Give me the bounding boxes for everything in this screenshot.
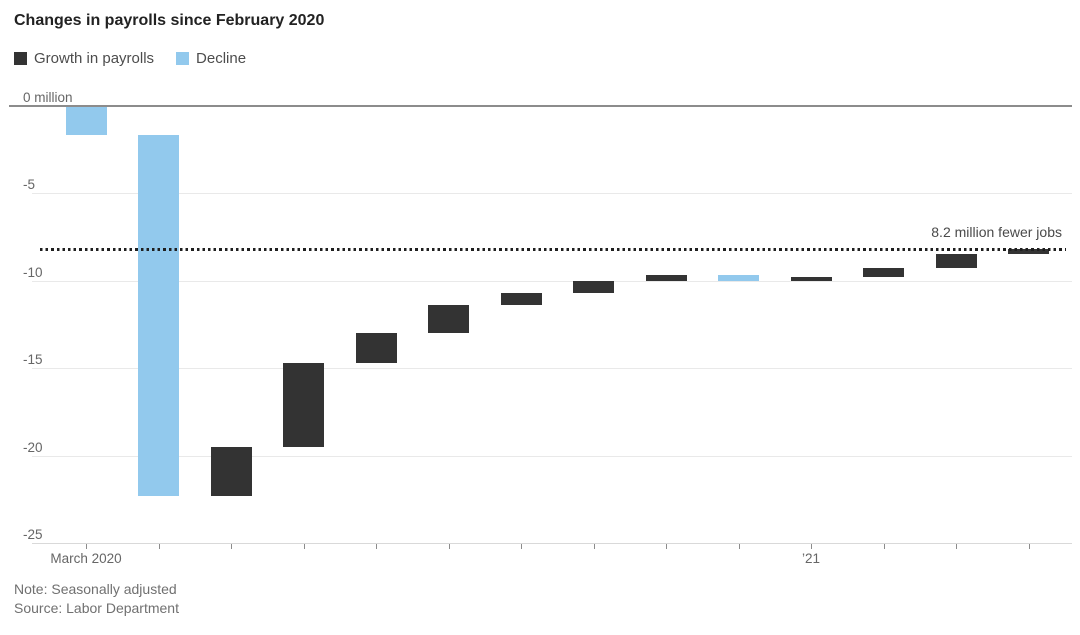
- x-axis-tick: [521, 544, 522, 549]
- x-axis-tick: [956, 544, 957, 549]
- chart-title: Changes in payrolls since February 2020: [14, 12, 325, 29]
- y-axis-label: -15: [23, 352, 43, 367]
- x-axis-tick: [883, 544, 885, 549]
- bar-jan-2021: [790, 277, 832, 281]
- chart-source: Source: Labor Department: [14, 600, 179, 616]
- x-axis-label: March 2020: [50, 551, 122, 566]
- x-axis-label: ’21: [801, 551, 820, 566]
- y-axis-label: -20: [23, 439, 43, 455]
- bar-may-2020: [210, 446, 252, 496]
- y-axis-label: -5: [23, 177, 36, 192]
- x-axis-tick: [666, 544, 667, 549]
- x-axis-tick: [86, 544, 87, 549]
- bar-apr-2021: [1008, 249, 1049, 255]
- bar-mar-2020: [65, 105, 107, 136]
- y-axis-label: 0 million: [23, 89, 73, 105]
- legend-growth-label: Growth in payrolls: [34, 50, 155, 67]
- bar-nov-2020: [645, 275, 687, 281]
- y-axis-label: -10: [23, 264, 43, 280]
- x-axis-tick: [448, 544, 450, 549]
- bar-oct-2020: [573, 280, 614, 293]
- bar-aug-2020: [428, 305, 469, 333]
- bar-apr-2020: [138, 135, 179, 496]
- x-axis-tick: [811, 544, 812, 549]
- bar-jun-2020: [283, 362, 324, 447]
- x-axis-tick: [738, 544, 740, 549]
- x-axis-tick: [158, 544, 160, 549]
- bar-feb-2021: [863, 268, 904, 277]
- x-axis-tick: [231, 544, 232, 549]
- bar-dec-2020: [718, 275, 759, 281]
- legend-growth-swatch-icon: [14, 52, 27, 65]
- x-axis-tick: [376, 544, 377, 549]
- zero-baseline: [9, 104, 1072, 107]
- x-axis-tick: [593, 544, 595, 549]
- gridline--20: [32, 455, 1072, 457]
- bar-jul-2020: [355, 333, 397, 363]
- legend-decline-swatch-icon: [176, 52, 190, 65]
- reference-line-label: 8.2 million fewer jobs: [931, 224, 1062, 240]
- bar-sep-2020: [500, 292, 542, 305]
- gridline--5: [32, 193, 1072, 194]
- x-axis-tick: [303, 544, 305, 549]
- reference-dotted-line: [40, 248, 1066, 251]
- chart-note: Note: Seasonally adjusted: [14, 581, 177, 597]
- bar-mar-2021: [935, 254, 977, 269]
- chart-legend: Growth in payrolls Decline: [14, 50, 268, 67]
- legend-decline-label: Decline: [196, 50, 247, 67]
- x-axis-line: [32, 543, 1072, 544]
- x-axis-tick: [1028, 544, 1030, 549]
- gridline--15: [32, 368, 1072, 369]
- y-axis-label: -25: [23, 527, 43, 542]
- gridline--10: [32, 280, 1072, 282]
